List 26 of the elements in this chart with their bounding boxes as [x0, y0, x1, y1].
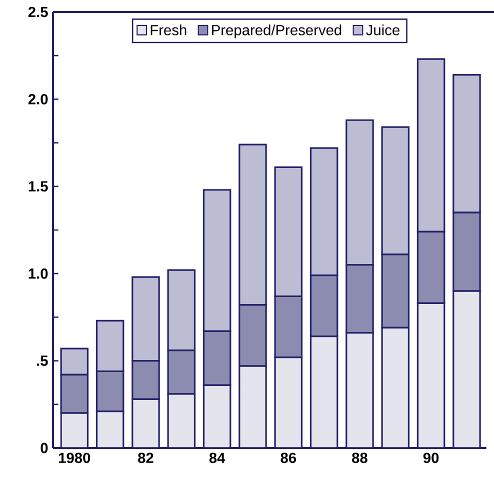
x-tick-label: 84 [209, 452, 226, 464]
x-tick-label: 82 [138, 452, 154, 464]
bar [346, 332, 374, 448]
y-tick-label: 2.5 [28, 6, 48, 18]
bar [381, 326, 410, 448]
bar [452, 290, 481, 448]
bar [238, 365, 267, 448]
y-tick-label: 1.0 [28, 268, 48, 279]
x-tick-label: 88 [352, 452, 368, 464]
bar [274, 356, 303, 448]
legend-label: Fresh [150, 24, 186, 36]
legend-label: Prepared/Preserved [212, 24, 342, 38]
y-tick-label: 1.5 [28, 181, 48, 192]
x-tick-label: 1980 [59, 452, 90, 464]
x-tick-label: 86 [280, 452, 296, 464]
y-tick-label: 0 [40, 442, 48, 454]
y-tick-label: .5 [37, 356, 48, 366]
bar [96, 410, 124, 448]
bar [202, 384, 232, 448]
bar [132, 398, 160, 448]
bar [416, 302, 446, 448]
bar [167, 393, 196, 448]
bar [310, 336, 338, 448]
legend-label: Juice [366, 24, 400, 36]
y-tick-label: 2.0 [28, 94, 48, 104]
x-tick-label: 90 [423, 452, 439, 464]
